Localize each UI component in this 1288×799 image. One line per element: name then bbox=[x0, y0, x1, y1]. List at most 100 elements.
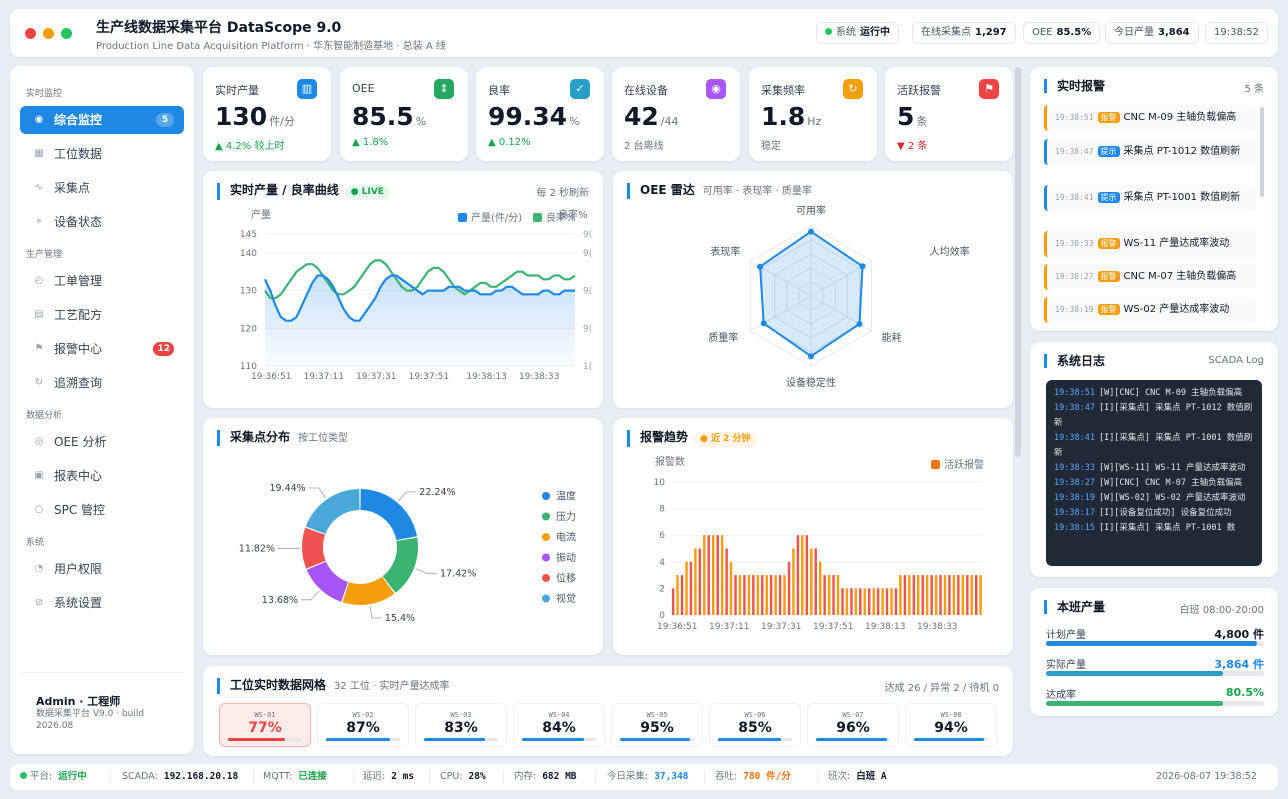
alarm-bar bbox=[979, 575, 982, 615]
kpi-delta: ▼ 2 条 bbox=[897, 141, 928, 152]
donut-slice[interactable] bbox=[342, 576, 395, 605]
alert-text: WS-11 产量达成率波动 bbox=[1123, 238, 1230, 249]
alert-item[interactable]: 19:38:19 报警 WS-02 产量达成率波动 bbox=[1044, 297, 1256, 323]
sidebar-item-gear[interactable]: ⊘ 系统设置 bbox=[20, 589, 184, 617]
log-line: 19:38:27 [W][CNC] CNC M-07 主轴负载偏高 bbox=[1054, 476, 1254, 491]
maximize-window-icon[interactable] bbox=[61, 28, 72, 39]
ws-id: WS-03 bbox=[450, 711, 472, 719]
legend-label[interactable]: 活跃报警 bbox=[944, 458, 984, 471]
sidebar-item-grid[interactable]: ▦ 工位数据 bbox=[20, 140, 184, 168]
radar-axis-label: 设备稳定性 bbox=[786, 376, 836, 389]
alert-item[interactable]: 19:38:41 提示 采集点 PT-1001 数值刷新 bbox=[1044, 185, 1256, 211]
minimize-window-icon[interactable] bbox=[43, 28, 54, 39]
legend-label[interactable]: 压力 bbox=[556, 510, 576, 523]
alert-item[interactable]: 19:38:47 提示 采集点 PT-1012 数值刷新 bbox=[1044, 139, 1256, 165]
alert-text: CNC M-09 主轴负载偏高 bbox=[1123, 112, 1237, 123]
workstation-tile[interactable]: WS-06 85% bbox=[709, 703, 801, 747]
alert-item[interactable]: 19:38:51 报警 CNC M-09 主轴负载偏高 bbox=[1044, 105, 1256, 131]
legend-label[interactable]: 温度 bbox=[556, 490, 576, 503]
ws-id: WS-01 bbox=[254, 711, 276, 719]
donut-slice[interactable] bbox=[306, 561, 349, 602]
alert-item[interactable]: 19:38:27 报警 CNC M-07 主轴负载偏高 bbox=[1044, 264, 1256, 290]
kpi-unit: 条 bbox=[916, 115, 928, 128]
kpi-card[interactable]: 采集频率 ↻ 1.8 Hz 稳定 bbox=[749, 67, 877, 161]
donut-slice[interactable] bbox=[382, 537, 418, 593]
ws-percent: 94% bbox=[934, 720, 968, 736]
log-line: 19:38:15 [I][采集点] 采集点 PT-1001 数 bbox=[1054, 521, 1254, 536]
workstation-tile[interactable]: WS-01 77% bbox=[219, 703, 311, 747]
sidebar-item-circle[interactable]: ○ SPC 管控 bbox=[20, 496, 184, 524]
status-latency-label: 延迟: bbox=[363, 771, 386, 782]
legend-label[interactable]: 良率% bbox=[546, 211, 576, 224]
alarm-bar bbox=[917, 575, 920, 615]
alarm-bar bbox=[845, 588, 849, 615]
status-throughput-value: 780 件/分 bbox=[743, 771, 791, 782]
alerts-scrollbar[interactable] bbox=[1260, 107, 1264, 197]
user-name[interactable]: Admin · 工程师 bbox=[36, 695, 121, 708]
log-message: [I][采集点] 采集点 PT-1001 数 bbox=[1098, 523, 1236, 533]
shift-row-label: 实际产量 bbox=[1046, 660, 1086, 671]
ws-id: WS-07 bbox=[842, 711, 864, 719]
slice-label: 17.42% bbox=[440, 568, 476, 579]
legend-label[interactable]: 位移 bbox=[556, 572, 576, 585]
sidebar-item-target[interactable]: ◎ OEE 分析 bbox=[20, 428, 184, 456]
status-dot-icon bbox=[825, 28, 832, 35]
log-console[interactable]: 19:38:51 [W][CNC] CNC M-09 主轴负载偏高 19:38:47… bbox=[1046, 380, 1262, 566]
legend-label[interactable]: 振动 bbox=[556, 551, 576, 564]
shift-title: 本班产量 bbox=[1044, 600, 1105, 614]
alarm-bar bbox=[698, 548, 702, 615]
workstation-tile[interactable]: WS-08 94% bbox=[905, 703, 997, 747]
gear-icon: ⊘ bbox=[34, 597, 44, 608]
sidebar-item-report[interactable]: ▣ 报表中心 bbox=[20, 462, 184, 490]
kpi-delta: ▲ 0.12% bbox=[488, 137, 531, 148]
donut-slice[interactable] bbox=[305, 489, 360, 534]
system-status-value: 运行中 bbox=[860, 27, 890, 38]
oee-pill: OEE 85.5% bbox=[1023, 22, 1101, 44]
close-window-icon[interactable] bbox=[25, 28, 36, 39]
alarm-bar bbox=[819, 561, 822, 615]
user-icon: ◔ bbox=[34, 563, 44, 574]
donut-slice[interactable] bbox=[360, 489, 418, 541]
workstation-tile[interactable]: WS-07 96% bbox=[807, 703, 899, 747]
legend-label[interactable]: 电流 bbox=[556, 531, 576, 544]
sidebar-item-label: 报表中心 bbox=[54, 469, 103, 483]
sidebar-item-user[interactable]: ◔ 用户权限 bbox=[20, 555, 184, 583]
sidebar-item-dashboard[interactable]: ◉ 综合监控 5 bbox=[20, 106, 184, 134]
sidebar-item-flag[interactable]: ⚑ 报警中心 12 bbox=[20, 335, 184, 363]
ws-progress bbox=[326, 738, 400, 741]
sidebar-item-doc[interactable]: ▤ 工艺配方 bbox=[20, 301, 184, 329]
alarm-bar bbox=[966, 575, 969, 615]
sidebar-item-clock[interactable]: ◴ 工单管理 bbox=[20, 267, 184, 295]
alert-item[interactable]: 19:38:33 报警 WS-11 产量达成率波动 bbox=[1044, 231, 1256, 257]
kpi-card[interactable]: 在线设备 ◉ 42/44 2 台离线 bbox=[612, 67, 740, 161]
today-output-value: 3,864 bbox=[1158, 27, 1190, 38]
shift-row: 实际产量 3,864 件 bbox=[1046, 656, 1264, 671]
workstation-tile[interactable]: WS-04 84% bbox=[513, 703, 605, 747]
alarm-bar bbox=[725, 548, 728, 615]
legend-label[interactable]: 产量(件/分) bbox=[471, 211, 522, 224]
legend-label[interactable]: 视觉 bbox=[556, 592, 576, 605]
alarm-bar bbox=[827, 575, 831, 615]
syslog-title: 系统日志 bbox=[1044, 354, 1105, 368]
kpi-card[interactable]: OEE ⇕ 85.5% ▲ 1.8% bbox=[340, 67, 468, 161]
workstation-tile[interactable]: WS-03 83% bbox=[415, 703, 507, 747]
nav-section-title: 实时监控 bbox=[26, 89, 63, 99]
alarm-bar bbox=[859, 588, 862, 615]
sidebar-item-wave[interactable]: ∿ 采集点 bbox=[20, 174, 184, 202]
alarm-bar bbox=[975, 575, 978, 615]
sidebar-item-refresh[interactable]: ↻ 追溯查询 bbox=[20, 369, 184, 397]
donut-slice[interactable] bbox=[302, 527, 326, 569]
flag-icon: ⚑ bbox=[34, 343, 44, 354]
x-tick-label: 19:38:33 bbox=[519, 372, 559, 382]
workstation-tile[interactable]: WS-05 95% bbox=[611, 703, 703, 747]
wave-icon: ∿ bbox=[34, 182, 44, 193]
realtime-line-chart: 产量 良率% 110 1(120 9(130 9(140 9(145 9(19:36:51 19… bbox=[240, 208, 592, 382]
system-status-pill: 系统 运行中 bbox=[816, 22, 899, 44]
kpi-card[interactable]: 活跃报警 ⚑ 5 条 ▼ 2 条 bbox=[885, 67, 1013, 161]
sidebar-item-device[interactable]: ⌖ 设备状态 bbox=[20, 208, 184, 236]
main-scrollbar[interactable] bbox=[1015, 67, 1021, 457]
ws-title: 工位实时数据网格 32 工位 · 实时产量达成率 bbox=[217, 678, 449, 694]
kpi-card[interactable]: 实时产量 ▥ 130 件/分 ▲ 4.2% 较上时 bbox=[203, 67, 331, 161]
workstation-tile[interactable]: WS-02 87% bbox=[317, 703, 409, 747]
kpi-card[interactable]: 良率 ✓ 99.34% ▲ 0.12% bbox=[476, 67, 604, 161]
